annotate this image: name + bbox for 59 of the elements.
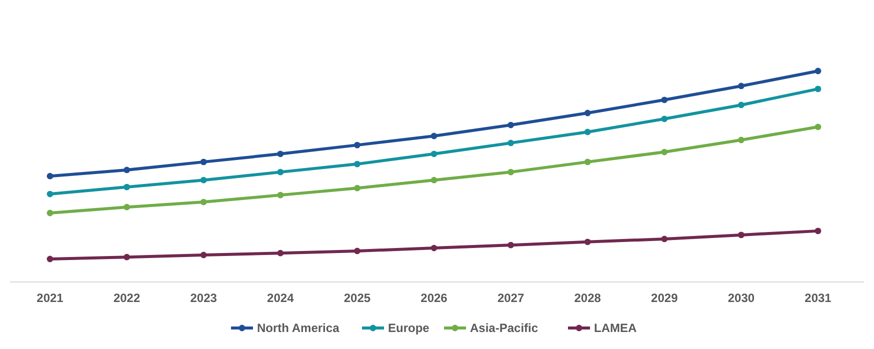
x-tick-label: 2029 xyxy=(651,291,678,305)
point xyxy=(738,136,744,144)
point xyxy=(738,82,744,90)
point xyxy=(508,140,514,146)
point xyxy=(200,198,207,206)
point xyxy=(508,168,514,176)
point xyxy=(508,122,514,128)
point xyxy=(430,150,438,158)
point xyxy=(46,172,54,180)
point xyxy=(46,256,54,262)
point xyxy=(46,190,54,198)
point xyxy=(354,184,360,192)
x-tick-label: 2028 xyxy=(574,291,602,305)
point xyxy=(584,158,591,166)
legend-label: Asia-Pacific xyxy=(470,321,538,335)
point xyxy=(200,252,207,258)
point xyxy=(661,236,668,242)
point xyxy=(277,250,284,256)
point xyxy=(277,192,284,198)
point xyxy=(814,68,822,74)
point xyxy=(584,110,591,116)
point xyxy=(430,244,438,252)
x-tick-label: 2030 xyxy=(728,291,755,305)
x-tick-label: 2024 xyxy=(267,291,294,305)
legend-label: Europe xyxy=(388,321,430,335)
x-tick-label: 2022 xyxy=(113,291,140,305)
point xyxy=(354,160,360,168)
x-tick-label: 2027 xyxy=(497,291,524,305)
point xyxy=(661,148,668,156)
point xyxy=(738,102,744,108)
point xyxy=(354,248,360,254)
point xyxy=(508,242,514,248)
x-tick-label: 2031 xyxy=(804,291,832,305)
x-tick-label: 2021 xyxy=(36,291,64,305)
point xyxy=(354,142,360,148)
point xyxy=(124,254,130,260)
point xyxy=(277,150,284,158)
x-tick-label: 2023 xyxy=(190,291,218,305)
point xyxy=(661,96,668,104)
point xyxy=(584,128,591,136)
point xyxy=(200,158,207,166)
point xyxy=(200,176,207,184)
point xyxy=(124,204,130,210)
point xyxy=(46,210,54,216)
point xyxy=(814,228,822,234)
point xyxy=(124,184,130,190)
point xyxy=(661,116,668,122)
x-tick-label: 2025 xyxy=(344,291,371,305)
legend-label: LAMEA xyxy=(594,321,637,335)
point xyxy=(124,166,130,174)
point xyxy=(430,132,438,140)
legend-label: North America xyxy=(257,321,340,335)
x-tick-label: 2026 xyxy=(420,291,448,305)
point xyxy=(814,124,822,130)
point xyxy=(277,168,284,176)
point xyxy=(584,238,591,246)
point xyxy=(430,176,438,184)
point xyxy=(814,86,822,92)
point xyxy=(738,232,744,238)
